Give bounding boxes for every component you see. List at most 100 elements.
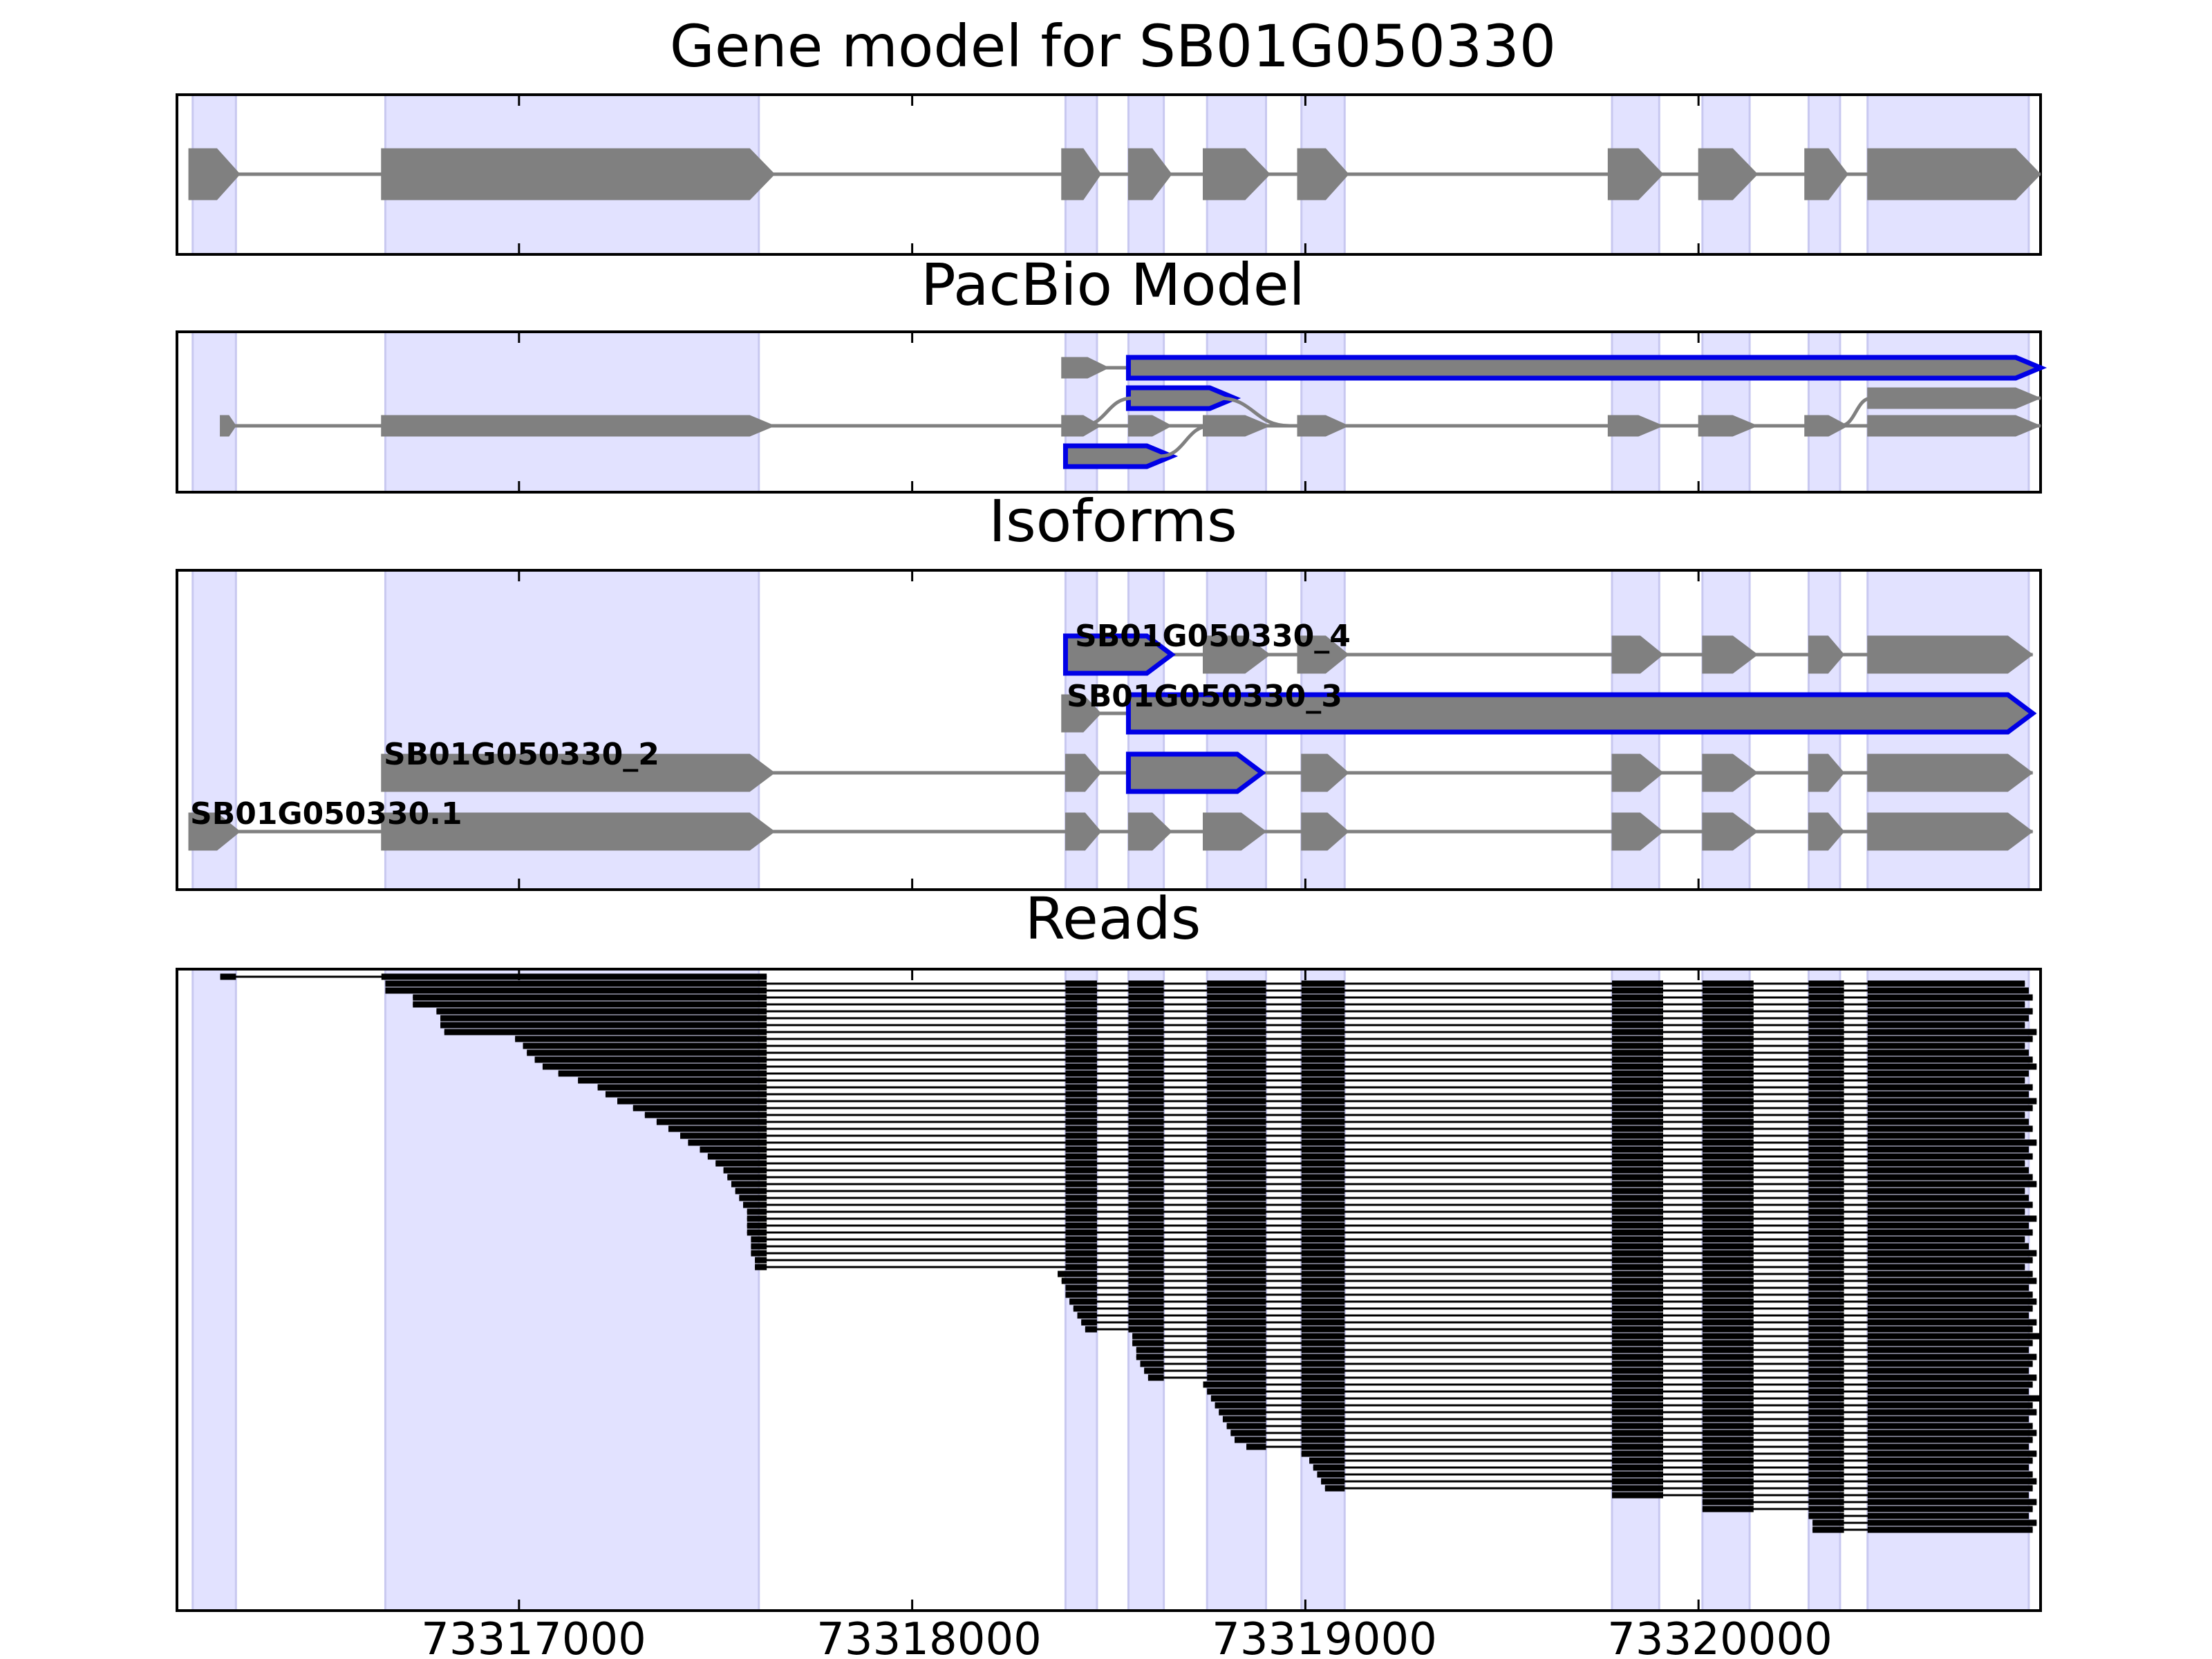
exon-block xyxy=(1607,415,1665,437)
read-exon xyxy=(1702,1139,1754,1146)
read-exon xyxy=(1128,1215,1164,1222)
read-exon xyxy=(1128,1291,1164,1298)
read-exon xyxy=(1207,1022,1266,1029)
read-exon xyxy=(1867,1160,2025,1167)
read-exon xyxy=(1867,1485,2033,1492)
exon-block xyxy=(188,812,241,851)
read-exon xyxy=(1867,1243,2029,1250)
read-exon xyxy=(1065,1049,1097,1056)
read-exon xyxy=(1612,1188,1663,1194)
read-exon xyxy=(1612,1450,1663,1457)
read-exon xyxy=(1702,1215,1754,1222)
read-exon xyxy=(1867,1326,2033,1333)
read-exon xyxy=(1301,1208,1345,1215)
read-exon xyxy=(1612,1056,1663,1063)
read-exon xyxy=(1867,1471,2033,1478)
read-exon xyxy=(1808,1436,1844,1443)
read-exon xyxy=(1612,1077,1663,1084)
read-exon xyxy=(1702,1257,1754,1264)
read-exon xyxy=(1612,1236,1663,1243)
read-exon xyxy=(1612,1298,1663,1305)
read-exon xyxy=(1808,1423,1844,1430)
read-exon xyxy=(1612,1042,1663,1049)
x-tick-label: 73319000 xyxy=(1212,1614,1437,1659)
exon-block xyxy=(1611,812,1664,851)
read-exon xyxy=(1867,1125,2033,1132)
read-exon xyxy=(527,1049,767,1056)
exon-block xyxy=(1702,635,1759,674)
read-exon xyxy=(1808,1201,1844,1208)
read-exon xyxy=(1702,1291,1754,1298)
read-exon xyxy=(1128,1326,1164,1333)
exon-block xyxy=(1125,751,1266,794)
read-exon xyxy=(1207,1167,1266,1174)
read-exon xyxy=(1301,1381,1345,1388)
read-exon xyxy=(534,1056,767,1063)
read-exon xyxy=(1702,1360,1754,1367)
read-exon xyxy=(1702,1499,1754,1506)
exon-block xyxy=(1125,692,2037,735)
read-exon xyxy=(1612,1436,1663,1443)
read-exon xyxy=(1808,1236,1844,1243)
exon-block xyxy=(1297,635,1349,674)
read-exon xyxy=(747,1229,767,1236)
read-exon xyxy=(1132,1340,1164,1347)
read-exon xyxy=(1128,1167,1164,1174)
read-exon xyxy=(1612,1132,1663,1139)
read-exon xyxy=(1702,1374,1754,1381)
read-exon xyxy=(1207,1201,1266,1208)
read-exon xyxy=(1612,1409,1663,1416)
read-exon xyxy=(1808,1457,1844,1464)
read-exon xyxy=(1808,1485,1844,1492)
read-exon xyxy=(1812,1519,1844,1526)
read-exon xyxy=(1128,1015,1164,1022)
read-exon xyxy=(1207,1264,1266,1271)
read-exon xyxy=(1702,1174,1754,1181)
read-exon xyxy=(1612,980,1663,987)
read-exon xyxy=(1702,1250,1754,1257)
read-exon xyxy=(1065,1174,1097,1181)
read-exon xyxy=(1128,1298,1164,1305)
read-exon xyxy=(1128,1084,1164,1091)
read-exon xyxy=(1301,1271,1345,1277)
read-exon xyxy=(1702,1436,1754,1443)
read-exon xyxy=(1702,1222,1754,1229)
read-exon xyxy=(1612,1112,1663,1118)
read-exon xyxy=(1128,1008,1164,1015)
read-exon xyxy=(1301,1430,1345,1436)
read-exon xyxy=(1867,1194,2029,1201)
exon-block xyxy=(1062,443,1179,469)
read-exon xyxy=(1702,1056,1754,1063)
read-exon xyxy=(1207,1305,1266,1312)
read-exon xyxy=(1301,1257,1345,1264)
exon-block xyxy=(1203,635,1271,674)
read-exon xyxy=(1207,1215,1266,1222)
read-exon xyxy=(1301,1298,1345,1305)
read-exon xyxy=(1808,1340,1844,1347)
read-exon xyxy=(1301,1105,1345,1112)
read-exon xyxy=(1128,1243,1164,1250)
read-exon xyxy=(1612,1139,1663,1146)
read-exon xyxy=(1065,1029,1097,1035)
read-exon xyxy=(1207,1388,1266,1395)
read-exon xyxy=(1867,1284,2029,1291)
read-exon xyxy=(1702,1416,1754,1423)
read-exon xyxy=(1808,1367,1844,1374)
exon-region-band xyxy=(384,330,760,494)
read-exon xyxy=(1065,1188,1097,1194)
read-exon xyxy=(1612,1333,1663,1340)
read-exon xyxy=(1702,1243,1754,1250)
read-exon xyxy=(1301,1167,1345,1174)
read-exon xyxy=(1128,1098,1164,1105)
panel-isoforms xyxy=(176,569,2042,891)
read-exon xyxy=(1808,1430,1844,1436)
read-exon xyxy=(1702,980,1754,987)
read-exon xyxy=(1612,1015,1663,1022)
exon-block xyxy=(1808,635,1845,674)
read-exon xyxy=(1808,1215,1844,1222)
read-exon xyxy=(1808,1284,1844,1291)
splice-connector xyxy=(1839,396,1872,428)
panel-title-reads: Reads xyxy=(1025,885,1201,953)
read-exon xyxy=(1065,1008,1097,1015)
read-exon xyxy=(1309,1457,1345,1464)
